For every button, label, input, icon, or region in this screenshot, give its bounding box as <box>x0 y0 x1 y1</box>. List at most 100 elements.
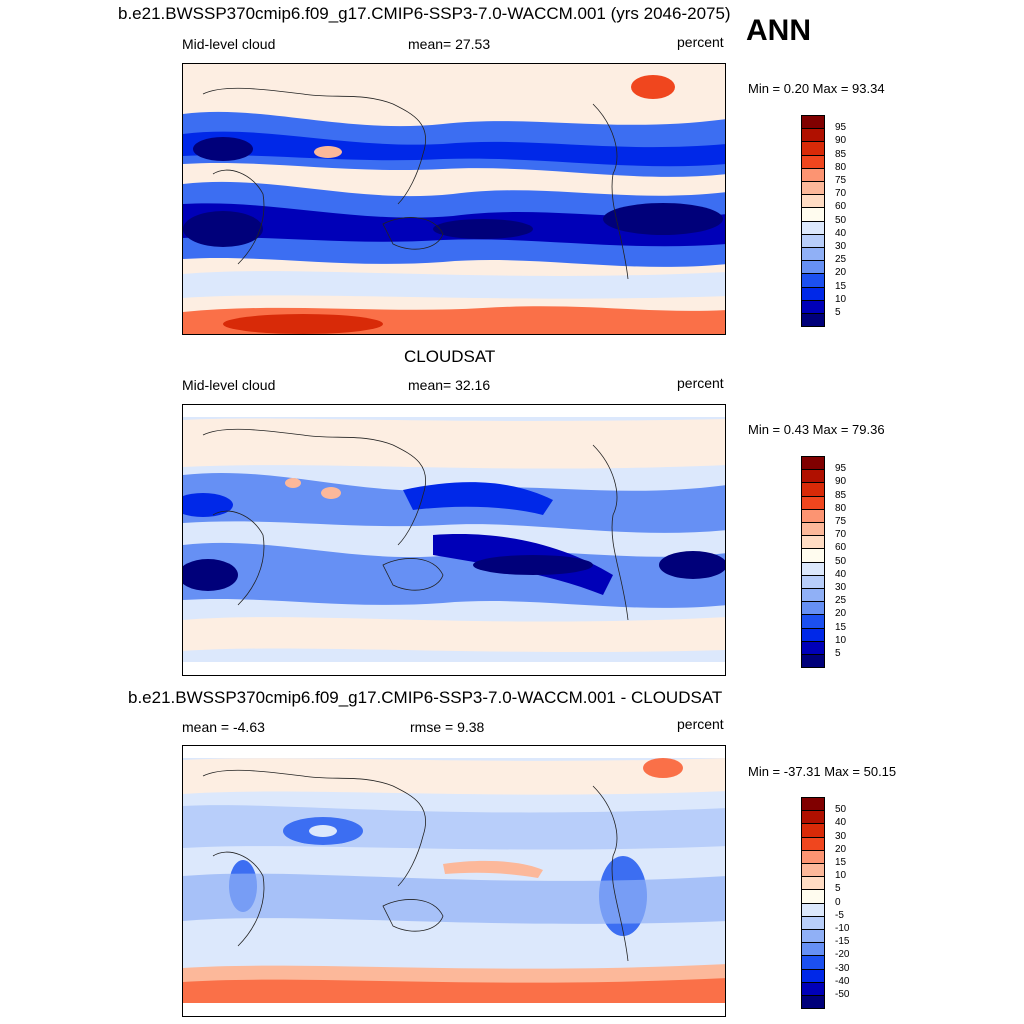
panel-obs-title: CLOUDSAT <box>404 347 496 366</box>
colorbar-tick-label: 10 <box>835 870 847 882</box>
light-band <box>183 271 725 299</box>
coastline <box>202 428 426 546</box>
colorbar-segment <box>801 154 825 169</box>
panel-diff-minmax: Min = -37.31 Max = 50.15 <box>748 764 897 779</box>
colorbar-segment <box>801 876 825 891</box>
panel-model-map <box>182 63 726 335</box>
colorbar-segment <box>801 456 825 471</box>
blue-core <box>473 555 593 575</box>
colorbar-tick-label: 60 <box>835 542 847 554</box>
colorbar-segment <box>801 247 825 262</box>
colorbar-tick-label: 75 <box>835 516 847 527</box>
colorbar-tick-label: 40 <box>835 227 847 239</box>
panel-model-variable-label: Mid-level cloud <box>182 36 276 52</box>
blue-band <box>183 131 725 167</box>
colorbar-tick-label: 90 <box>835 135 847 147</box>
panel-diff-rmse-label: rmse = 9.38 <box>410 719 485 735</box>
colorbar-tick-label: 5 <box>835 648 841 659</box>
colorbar-segment <box>801 522 825 537</box>
colorbar-tick-label: 15 <box>835 621 847 633</box>
colorbar-tick-label: 50 <box>835 804 847 816</box>
panel-obs-map <box>182 404 726 676</box>
colorbar-segment <box>801 823 825 838</box>
colorbar-segment <box>801 614 825 629</box>
colorbar-tick-label: 5 <box>835 307 841 318</box>
panel-diff-map-svg <box>183 746 725 1016</box>
coastline <box>592 103 629 280</box>
blue-core <box>659 551 725 579</box>
colorbar-tick-label: 10 <box>835 293 847 305</box>
colorbar-tick-label: -15 <box>835 936 850 948</box>
panel-model-units-label: percent <box>677 34 724 50</box>
panel-obs-mean-label: mean= 32.16 <box>408 377 491 393</box>
blue-band <box>183 543 725 608</box>
colorbar-tick-label: -20 <box>835 949 850 961</box>
colorbar-tick-label: 5 <box>835 883 841 895</box>
coastline <box>202 87 426 205</box>
blue-core <box>183 211 263 247</box>
panel-diff-mean-label: mean = -4.63 <box>182 719 265 735</box>
colorbar-tick-label: 70 <box>835 529 847 541</box>
colorbar-segment <box>801 495 825 510</box>
red-core <box>183 978 725 1003</box>
tibet-core <box>309 825 337 837</box>
colorbar-tick-label: 25 <box>835 595 847 607</box>
colorbar-segment <box>801 968 825 983</box>
red-streak <box>443 860 543 878</box>
colorbar-segment <box>801 508 825 523</box>
colorbar-segment <box>801 299 825 314</box>
colorbar-tick-label: 40 <box>835 817 847 829</box>
colorbar-segment <box>801 849 825 864</box>
coastline <box>592 444 629 621</box>
colorbar-segment <box>801 273 825 288</box>
colorbar-tick-label: 20 <box>835 608 847 620</box>
colorbar-segment <box>801 167 825 182</box>
panel-diff-map <box>182 745 726 1017</box>
colorbar-tick-label: 20 <box>835 843 847 855</box>
colorbar-tick-label: 95 <box>835 463 847 475</box>
colorbar-tick-label: 30 <box>835 582 847 593</box>
colorbar-segment <box>801 233 825 248</box>
colorbar-segment <box>801 601 825 616</box>
colorbar-segment <box>801 286 825 301</box>
coastline <box>592 785 629 962</box>
blue-core <box>193 137 253 161</box>
colorbar-segment <box>801 836 825 851</box>
season-label: ANN <box>746 14 811 47</box>
colorbar-tick-label: 90 <box>835 476 847 488</box>
colorbar-tick-label: 85 <box>835 489 847 501</box>
colorbar-segment <box>801 313 825 328</box>
colorbar-tick-label: 25 <box>835 254 847 266</box>
colorbar-tick-label: 60 <box>835 201 847 213</box>
coastline <box>212 169 265 265</box>
blue-band <box>183 873 725 924</box>
colorbar-segment <box>801 640 825 655</box>
blue-band <box>183 805 725 850</box>
coastline <box>382 217 444 250</box>
light-band <box>183 418 725 469</box>
panel-obs-minmax: Min = 0.43 Max = 79.36 <box>748 422 885 437</box>
colorbar-tick-label: 40 <box>835 568 847 580</box>
panel-model-minmax: Min = 0.20 Max = 93.34 <box>748 81 885 96</box>
colorbar-tick-label: 50 <box>835 214 847 226</box>
blue-core <box>433 219 533 239</box>
colorbar-segment <box>801 902 825 917</box>
panel-obs-units-label: percent <box>677 375 724 391</box>
panel-obs-variable-label: Mid-level cloud <box>182 377 276 393</box>
colorbar-tick-label: 80 <box>835 502 847 514</box>
colorbar-segment <box>801 141 825 156</box>
colorbar-segment <box>801 995 825 1010</box>
light-band <box>183 617 725 653</box>
colorbar-tick-label: 85 <box>835 148 847 160</box>
colorbar-segment <box>801 915 825 930</box>
colorbar-tick-label: 80 <box>835 161 847 173</box>
colorbar-segment <box>801 574 825 589</box>
colorbar-segment <box>801 128 825 143</box>
colorbar-segment <box>801 889 825 904</box>
colorbar-tick-label: 0 <box>835 896 841 908</box>
colorbar-segment <box>801 207 825 222</box>
red-core <box>223 314 383 334</box>
blue-core <box>603 203 723 235</box>
panel-diff-title: b.e21.BWSSP370cmip6.f09_g17.CMIP6-SSP3-7… <box>128 688 723 707</box>
coastline <box>212 510 265 606</box>
